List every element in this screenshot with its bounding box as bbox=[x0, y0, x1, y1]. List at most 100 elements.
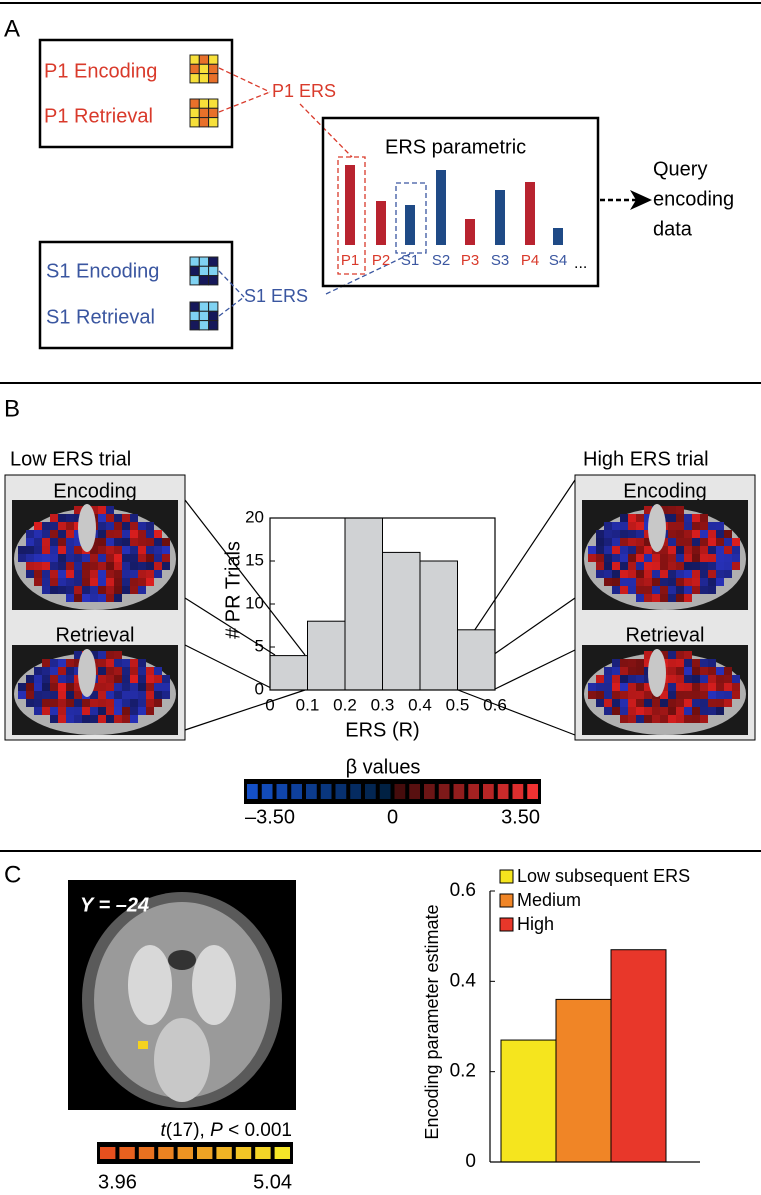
brain-voxel bbox=[42, 683, 50, 691]
brain-voxel bbox=[130, 715, 138, 723]
brain-voxel bbox=[114, 586, 122, 594]
brain-voxel bbox=[98, 675, 106, 683]
brain-voxel bbox=[684, 715, 692, 723]
brain-voxel bbox=[692, 715, 700, 723]
colorbar-cell bbox=[216, 1147, 232, 1159]
brain-voxel bbox=[114, 562, 122, 570]
brain-voxel bbox=[700, 562, 708, 570]
brain-voxel bbox=[604, 538, 612, 546]
brain-voxel bbox=[106, 538, 114, 546]
matrix-cell bbox=[208, 63, 219, 75]
brain-voxel bbox=[106, 514, 114, 522]
brain-voxel bbox=[668, 667, 676, 675]
colorbar-cell bbox=[394, 784, 406, 799]
brain-voxel bbox=[82, 570, 90, 578]
phase-label: Retrieval bbox=[626, 624, 705, 646]
brain-voxel bbox=[98, 699, 106, 707]
brain-voxel bbox=[660, 707, 668, 715]
matrix-cell bbox=[189, 63, 200, 75]
brain-voxel bbox=[130, 675, 138, 683]
colorbar-cell bbox=[409, 784, 420, 799]
brain-voxel bbox=[604, 522, 612, 530]
brain-voxel bbox=[644, 570, 652, 578]
brain-voxel bbox=[596, 683, 604, 691]
brain-voxel bbox=[652, 578, 660, 586]
colorbar-cell bbox=[306, 784, 317, 799]
brain-voxel bbox=[130, 554, 138, 562]
matrix-cell bbox=[189, 320, 200, 331]
colorbar-cell bbox=[119, 1147, 135, 1159]
brain-voxel bbox=[700, 659, 708, 667]
brain-voxel bbox=[620, 683, 628, 691]
brain-voxel bbox=[146, 707, 154, 715]
brain-voxel bbox=[58, 554, 66, 562]
brain-voxel bbox=[50, 707, 58, 715]
brain-voxel bbox=[700, 546, 708, 554]
brain-voxel bbox=[34, 699, 42, 707]
brain-voxel bbox=[66, 514, 74, 522]
brain-voxel bbox=[644, 546, 652, 554]
brain-voxel bbox=[114, 691, 122, 699]
brain-voxel bbox=[660, 715, 668, 723]
brain-voxel bbox=[114, 659, 122, 667]
brain-voxel bbox=[628, 699, 636, 707]
brain-voxel bbox=[652, 594, 660, 602]
brain-voxel bbox=[636, 554, 644, 562]
brain-voxel bbox=[668, 570, 676, 578]
brain-voxel bbox=[620, 667, 628, 675]
brain-voxel bbox=[114, 715, 122, 723]
brain-voxel bbox=[26, 554, 34, 562]
brain-voxel bbox=[98, 554, 106, 562]
brain-voxel bbox=[154, 570, 162, 578]
brain-voxel bbox=[154, 546, 162, 554]
brain-voxel bbox=[162, 538, 170, 546]
matrix-cell bbox=[208, 320, 219, 331]
brain-voxel bbox=[122, 667, 130, 675]
brain-voxel bbox=[146, 578, 154, 586]
brain-voxel bbox=[122, 570, 130, 578]
brain-voxel bbox=[604, 530, 612, 538]
brain-voxel bbox=[90, 715, 98, 723]
brain-voxel bbox=[620, 554, 628, 562]
colorbar-cell bbox=[276, 784, 288, 799]
brain-shape bbox=[192, 945, 236, 1025]
brain-voxel bbox=[692, 675, 700, 683]
brain-voxel bbox=[58, 699, 66, 707]
brain-voxel bbox=[106, 707, 114, 715]
brain-voxel bbox=[644, 586, 652, 594]
brain-voxel bbox=[50, 522, 58, 530]
brain-voxel bbox=[162, 675, 170, 683]
x-tick-label: 0.6 bbox=[483, 695, 507, 714]
brain-voxel bbox=[708, 675, 716, 683]
brain-voxel bbox=[42, 562, 50, 570]
brain-voxel bbox=[154, 683, 162, 691]
brain-voxel bbox=[66, 538, 74, 546]
bar bbox=[553, 228, 563, 245]
brainstem bbox=[78, 504, 96, 552]
query-text: Query bbox=[653, 158, 707, 180]
matrix-cell bbox=[198, 256, 210, 267]
brain-voxel bbox=[90, 707, 98, 715]
colorbar-tick-label: 5.04 bbox=[253, 1171, 292, 1193]
brain-voxel bbox=[122, 530, 130, 538]
brain-voxel bbox=[162, 562, 170, 570]
brain-voxel bbox=[636, 683, 644, 691]
brain-voxel bbox=[732, 562, 740, 570]
colorbar-cell bbox=[335, 784, 347, 799]
brain-voxel bbox=[700, 522, 708, 530]
trial-title: High ERS trial bbox=[583, 448, 709, 470]
brain-voxel bbox=[74, 667, 82, 675]
brain-voxel bbox=[26, 546, 34, 554]
brain-voxel bbox=[700, 715, 708, 723]
brain-voxel bbox=[588, 691, 596, 699]
brain-voxel bbox=[700, 554, 708, 562]
dashed-links bbox=[218, 253, 411, 317]
brain-voxel bbox=[676, 651, 684, 659]
brain-voxel bbox=[596, 675, 604, 683]
brain-voxel bbox=[74, 691, 82, 699]
brain-voxel bbox=[26, 683, 34, 691]
brain-voxel bbox=[612, 546, 620, 554]
matrix-cell bbox=[208, 301, 219, 312]
brain-voxel bbox=[74, 578, 82, 586]
brain-voxel bbox=[644, 707, 652, 715]
